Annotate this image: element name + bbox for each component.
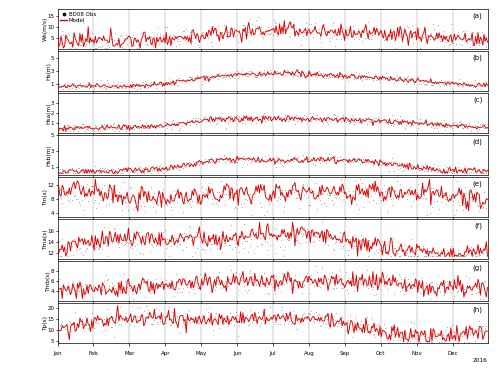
Y-axis label: Ws(m/s): Ws(m/s) <box>42 17 48 41</box>
Text: (a): (a) <box>472 12 482 19</box>
Y-axis label: Hsb(m): Hsb(m) <box>46 144 51 166</box>
Text: (d): (d) <box>472 138 482 145</box>
Text: (b): (b) <box>472 54 482 61</box>
Text: (f): (f) <box>474 222 482 229</box>
Y-axis label: Tma(s): Tma(s) <box>42 229 48 249</box>
Y-axis label: Tm(s): Tm(s) <box>42 189 48 206</box>
Legend: BD08 Obs, Model: BD08 Obs, Model <box>59 11 97 24</box>
Text: (c): (c) <box>473 96 482 103</box>
Text: 2016: 2016 <box>473 358 488 363</box>
Y-axis label: Tp(s): Tp(s) <box>42 316 48 331</box>
Y-axis label: Tmb(s): Tmb(s) <box>46 271 51 291</box>
Text: (e): (e) <box>472 180 482 187</box>
Y-axis label: Hsa(m): Hsa(m) <box>46 102 51 124</box>
Text: (g): (g) <box>472 264 482 271</box>
Y-axis label: Hs(m): Hs(m) <box>46 62 51 80</box>
Text: (h): (h) <box>472 306 482 313</box>
